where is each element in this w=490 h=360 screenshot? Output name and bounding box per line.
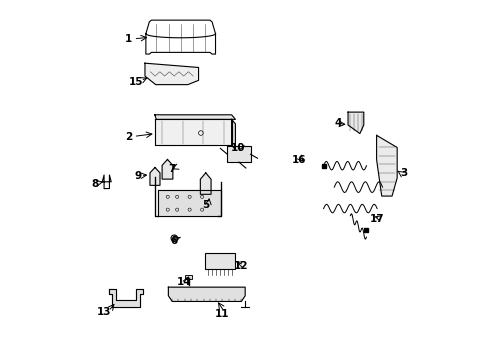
Polygon shape — [162, 159, 173, 179]
Text: 3: 3 — [400, 168, 408, 178]
Bar — [227, 147, 250, 162]
Polygon shape — [109, 289, 143, 307]
Polygon shape — [158, 190, 221, 216]
Text: 8: 8 — [91, 179, 98, 189]
Text: 2: 2 — [125, 132, 132, 142]
Text: 15: 15 — [129, 77, 143, 87]
Bar — [205, 253, 235, 269]
Polygon shape — [377, 135, 397, 196]
Text: 13: 13 — [97, 307, 111, 317]
Text: 12: 12 — [234, 261, 249, 271]
Polygon shape — [169, 287, 245, 301]
Text: 9: 9 — [134, 171, 142, 181]
Text: 14: 14 — [177, 277, 192, 287]
Polygon shape — [155, 115, 235, 120]
Text: 17: 17 — [370, 214, 385, 224]
Polygon shape — [145, 63, 198, 85]
Text: 16: 16 — [292, 156, 306, 165]
Polygon shape — [348, 112, 364, 134]
Polygon shape — [150, 167, 160, 185]
Text: 1: 1 — [125, 34, 132, 44]
Polygon shape — [200, 173, 211, 194]
Text: 7: 7 — [168, 164, 175, 174]
Text: 5: 5 — [202, 200, 209, 210]
Text: 4: 4 — [334, 118, 342, 128]
Text: 6: 6 — [170, 236, 177, 246]
Text: 11: 11 — [215, 309, 229, 319]
Polygon shape — [232, 120, 235, 150]
Circle shape — [171, 235, 177, 242]
Bar — [185, 275, 192, 279]
Polygon shape — [155, 120, 232, 145]
Text: 10: 10 — [231, 143, 245, 153]
